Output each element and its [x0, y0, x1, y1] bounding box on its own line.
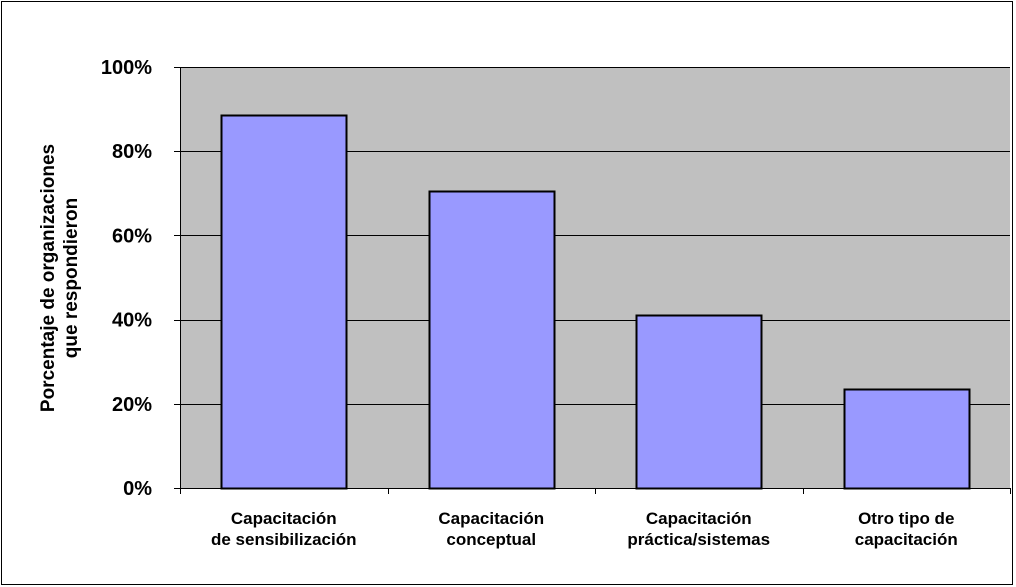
bar [843, 388, 971, 490]
y-tick-label: 0% [123, 478, 152, 500]
bar [428, 190, 556, 490]
y-tick-label: 60% [112, 225, 152, 247]
y-axis-title: Porcentaje de organizaciones que respondi… [38, 144, 82, 412]
y-tick-label: 40% [112, 310, 152, 332]
y-tick-label: 80% [112, 141, 152, 163]
x-tick-labels: Capacitación de sensibilización Capacitaci… [211, 509, 958, 549]
axes [174, 67, 1011, 494]
bar [220, 114, 348, 490]
y-tick-labels: 0% 20% 40% 60% 80% 100% [101, 57, 152, 500]
y-tick-label: 100% [101, 57, 152, 79]
x-tick-label: Otro tipo de capacitación [855, 509, 958, 549]
bar [635, 314, 763, 490]
x-tick-label: Capacitación conceptual [438, 509, 544, 549]
x-tick-label: Capacitación práctica/sistemas [627, 509, 770, 549]
bars [220, 114, 971, 490]
y-tick-label: 20% [112, 394, 152, 416]
x-tick-label: Capacitación de sensibilización [211, 509, 357, 549]
